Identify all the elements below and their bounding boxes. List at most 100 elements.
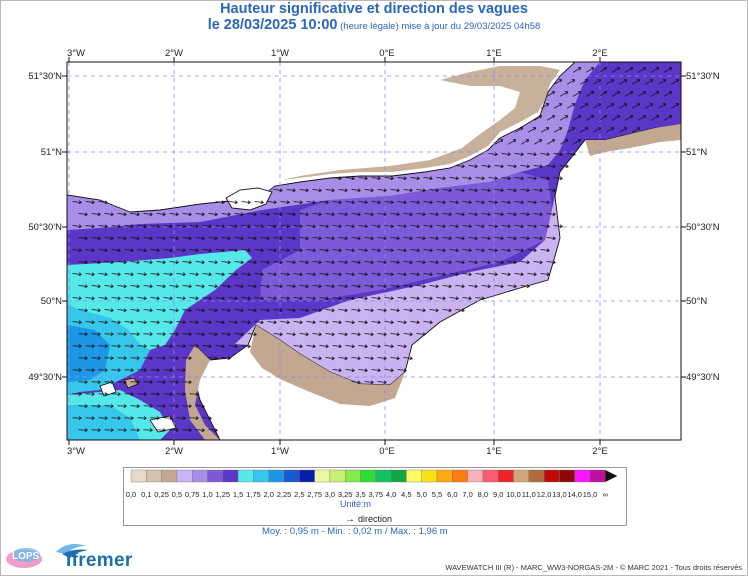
wave-arrow — [299, 188, 309, 193]
wave-arrow — [598, 91, 608, 97]
wave-arrow — [527, 152, 537, 157]
wave-arrow — [592, 127, 602, 133]
wave-arrow — [546, 236, 556, 241]
wave-arrow — [312, 188, 322, 193]
legend-level-label: 0,1 — [141, 490, 152, 499]
wave-arrow — [514, 152, 524, 157]
wave-arrow — [501, 272, 511, 277]
wave-arrow — [520, 236, 530, 241]
wave-arrow — [72, 248, 82, 253]
wave-arrow — [91, 380, 101, 384]
wave-arrow — [312, 356, 322, 361]
wave-arrow — [572, 67, 582, 73]
wave-arrow — [442, 212, 452, 217]
wave-arrow — [455, 284, 465, 289]
wave-arrow — [150, 392, 160, 396]
wave-arrow — [423, 224, 433, 229]
wave-arrow — [72, 272, 82, 277]
lat-label-right: 51°30'N — [686, 71, 720, 82]
wave-arrow — [150, 248, 160, 253]
wave-arrow — [481, 284, 491, 289]
wave-arrow — [338, 308, 348, 313]
wave-arrow — [202, 320, 212, 325]
wave-arrow — [631, 127, 641, 133]
sea-zone-blue — [67, 325, 110, 382]
wave-arrow — [663, 115, 673, 121]
wave-arrow — [416, 284, 426, 289]
wave-arrow — [462, 224, 472, 229]
wave-arrow — [416, 260, 426, 265]
wave-arrow — [215, 224, 225, 229]
wave-arrow — [429, 236, 439, 241]
wave-arrow — [637, 67, 647, 73]
wave-arrow — [364, 356, 374, 361]
wave-arrow — [72, 296, 82, 301]
wave-arrow — [481, 212, 491, 217]
wave-arrow — [624, 91, 634, 97]
wave-arrow — [91, 428, 101, 432]
wave-arrow — [260, 308, 270, 313]
wave-arrow — [124, 416, 134, 420]
wave-arrow — [546, 91, 556, 97]
legend-level-label: 2,25 — [276, 490, 292, 499]
wave-arrow — [117, 356, 127, 360]
wave-arrow — [280, 296, 290, 301]
wave-arrow — [377, 260, 387, 265]
wave-arrow — [273, 212, 283, 217]
wave-arrow — [429, 308, 439, 313]
wave-statistics: Moy. : 0,95 m - Min. : 0,02 m / Max. : 1… — [262, 526, 448, 537]
wave-arrow — [572, 139, 582, 145]
wave-arrow — [325, 332, 335, 337]
wave-arrow — [176, 368, 186, 372]
wave-arrow — [137, 296, 147, 301]
wave-arrow — [78, 212, 88, 217]
wave-arrow — [254, 296, 264, 301]
wave-arrow — [390, 284, 400, 289]
legend-level-label: 3,5 — [355, 490, 366, 499]
wave-arrow — [319, 224, 329, 229]
wave-arrow — [345, 224, 355, 229]
lat-label-left: 49°30'N — [28, 372, 62, 383]
wave-arrow — [520, 188, 530, 193]
wave-arrow — [598, 67, 608, 73]
wave-arrow — [72, 224, 82, 229]
wave-arrow — [501, 248, 511, 253]
wave-arrow — [384, 224, 394, 229]
wave-arrow — [345, 296, 355, 301]
wave-arrow — [416, 308, 426, 313]
land-cotentin-band — [185, 345, 220, 440]
wave-arrow — [234, 284, 244, 289]
wave-arrow — [117, 236, 127, 241]
wave-arrow — [98, 296, 108, 301]
wave-arrow — [358, 368, 368, 373]
wave-arrow — [325, 356, 335, 361]
legend-level-label: 0,25 — [154, 490, 169, 499]
wave-arrow — [488, 152, 498, 157]
wave-arrow — [176, 272, 186, 277]
wave-arrow — [111, 416, 121, 420]
wave-arrow — [514, 248, 524, 253]
wave-arrow — [156, 212, 166, 217]
wave-arrow — [332, 176, 342, 181]
wave-arrow — [475, 224, 485, 229]
wave-arrow — [286, 308, 296, 313]
wave-arrow — [215, 200, 225, 205]
wave-arrow — [221, 260, 231, 265]
legend-swatch — [237, 469, 254, 483]
wave-arrow — [410, 200, 420, 205]
wave-arrow — [85, 368, 95, 372]
wave-arrow — [325, 260, 335, 265]
wave-arrow — [98, 320, 108, 325]
wave-arrow — [351, 236, 361, 241]
wave-arrow — [325, 308, 335, 313]
wave-arrow — [598, 115, 608, 121]
wave-arrow — [312, 260, 322, 265]
wave-arrow — [455, 236, 465, 241]
wave-arrow — [449, 296, 459, 301]
wave-arrow — [494, 139, 504, 145]
wave-arrow — [377, 188, 387, 193]
legend-level-label: 10,0 — [506, 490, 521, 499]
wave-arrow — [403, 236, 413, 241]
arrow-icon: → — [345, 514, 355, 525]
wave-arrow — [299, 236, 309, 241]
